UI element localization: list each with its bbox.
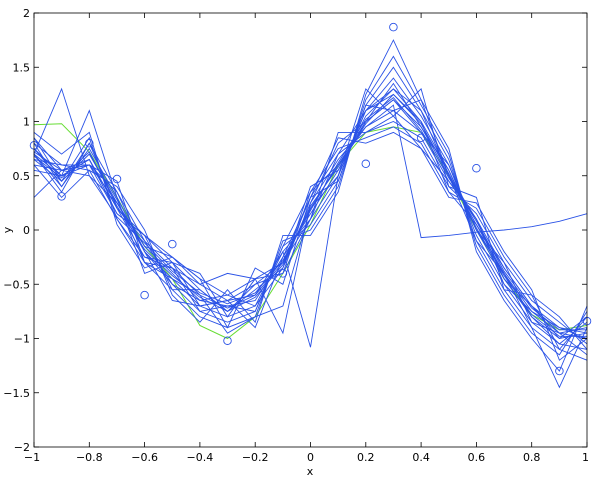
y-tick-label: −0.5 <box>3 278 30 291</box>
observation-marker <box>278 269 288 278</box>
observation-marker <box>57 192 66 201</box>
sample-line-9 <box>33 96 587 331</box>
y-tick-label: 2 <box>23 7 30 20</box>
y-tick-label: −1 <box>14 333 30 346</box>
observation-marker <box>361 159 371 169</box>
observation-marker <box>389 22 398 32</box>
y-tick-label: 0.5 <box>13 170 31 183</box>
series-layer <box>33 39 588 389</box>
x-tick-label: 0.6 <box>468 451 486 464</box>
tick-layer: −1 −0.8 −0.6 −0.4 −0.2 0 0.2 0.4 0.6 0.8 1 −2 −1.5 −1… <box>3 7 589 464</box>
y-tick-label: 1.5 <box>13 61 31 74</box>
observation-marker <box>112 174 122 184</box>
sample-line-20 <box>33 99 588 350</box>
observation-marker <box>140 290 149 300</box>
observation-marker <box>223 336 232 345</box>
y-tick-label: 1 <box>23 116 30 129</box>
x-axis-label: x <box>307 465 314 478</box>
sample-line-12 <box>33 39 588 372</box>
observation-marker <box>168 239 177 249</box>
x-tick-label: 0.4 <box>412 451 430 464</box>
observation-markers <box>29 22 592 376</box>
x-tick-label: 1 <box>582 451 589 464</box>
observation-marker <box>472 163 481 173</box>
x-tick-label: 0.2 <box>357 451 375 464</box>
y-tick-label: −1.5 <box>3 387 30 400</box>
x-tick-label: −0.2 <box>242 451 269 464</box>
x-tick-label: 0.8 <box>523 451 541 464</box>
x-tick-label: −0.6 <box>131 451 158 464</box>
y-tick-label: −2 <box>14 441 30 454</box>
sample-line-15 <box>33 104 588 312</box>
y-axis-label: y <box>1 226 14 233</box>
observation-marker <box>555 366 564 376</box>
sample-line-17 <box>33 88 588 361</box>
x-tick-label: 0 <box>307 451 314 464</box>
x-tick-label: −1 <box>24 451 40 464</box>
sample-line-19 <box>33 93 588 340</box>
x-tick-label: −0.4 <box>187 451 214 464</box>
observation-marker <box>416 133 426 143</box>
sample-line-18 <box>33 99 588 356</box>
observation-marker <box>85 138 94 148</box>
x-tick-label: −0.8 <box>76 451 103 464</box>
y-tick-label: 0 <box>23 224 30 237</box>
